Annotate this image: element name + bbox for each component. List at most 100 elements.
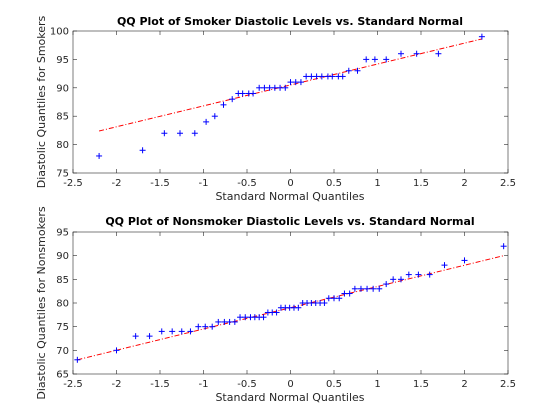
nonsmoker-data-point xyxy=(461,257,468,264)
smoker-data-points xyxy=(96,33,485,159)
smoker-x-tick-label: 2 xyxy=(461,178,467,189)
smoker-data-point xyxy=(292,79,299,86)
smoker-x-tick-label: -0.5 xyxy=(237,178,257,189)
nonsmoker-qq-panel: QQ Plot of Nonsmoker Diastolic Levels vs… xyxy=(35,206,516,404)
smoker-x-ticks: -2.5 -2 -1.5 -1 -0.5 0 0.5 1 1.5 2 2.5 xyxy=(63,31,516,189)
nonsmoker-y-tick-label: 90 xyxy=(56,251,69,262)
nonsmoker-y-tick-label: 70 xyxy=(56,346,69,357)
nonsmoker-data-point xyxy=(260,314,267,321)
smoker-axes-frame xyxy=(72,30,509,174)
nonsmoker-data-point xyxy=(405,271,412,278)
smoker-data-point xyxy=(363,56,370,63)
nonsmoker-data-point xyxy=(195,323,202,330)
smoker-data-point xyxy=(266,84,273,91)
smoker-x-tick-label: -2.5 xyxy=(63,178,83,189)
smoker-data-point xyxy=(191,130,198,137)
smoker-y-ticks: 75 80 85 90 95 100 xyxy=(50,27,508,180)
nonsmoker-x-tick-label: -2 xyxy=(112,379,122,390)
nonsmoker-axes-frame xyxy=(72,231,509,375)
nonsmoker-data-point xyxy=(357,285,364,292)
nonsmoker-x-axis-label: Standard Normal Quantiles xyxy=(215,391,364,404)
nonsmoker-y-axis-label: Diastolic Quantiles for Nonsmokers xyxy=(35,206,48,399)
nonsmoker-data-point xyxy=(397,276,404,283)
smoker-data-point xyxy=(339,73,346,80)
smoker-data-point xyxy=(161,130,168,137)
smoker-data-point xyxy=(478,33,485,40)
smoker-data-point xyxy=(96,152,103,159)
nonsmoker-data-point xyxy=(415,271,422,278)
smoker-data-point xyxy=(211,113,218,120)
nonsmoker-data-point xyxy=(237,314,244,321)
nonsmoker-data-point xyxy=(187,328,194,335)
smoker-data-point xyxy=(250,90,257,97)
smoker-x-axis-label: Standard Normal Quantiles xyxy=(215,190,364,203)
smoker-data-point xyxy=(139,147,146,154)
nonsmoker-data-point xyxy=(169,328,176,335)
smoker-data-point xyxy=(271,84,278,91)
smoker-data-point xyxy=(220,101,227,108)
nonsmoker-data-point xyxy=(325,295,332,302)
smoker-y-tick-label: 100 xyxy=(50,27,69,38)
smoker-data-point xyxy=(318,73,325,80)
nonsmoker-x-tick-label: 1 xyxy=(374,379,380,390)
nonsmoker-data-point xyxy=(331,295,337,302)
nonsmoker-data-point xyxy=(383,281,390,288)
smoker-data-point xyxy=(282,84,289,91)
smoker-y-tick-label: 75 xyxy=(56,169,69,180)
smoker-data-point xyxy=(435,50,442,57)
nonsmoker-x-tick-label: 2 xyxy=(461,379,467,390)
smoker-data-point xyxy=(297,79,304,86)
nonsmoker-x-tick-label: -0.5 xyxy=(237,379,257,390)
nonsmoker-data-point xyxy=(209,323,216,330)
nonsmoker-data-point xyxy=(74,356,81,363)
nonsmoker-x-tick-label: 0 xyxy=(287,379,293,390)
nonsmoker-data-point xyxy=(273,309,280,316)
smoker-x-tick-label: 2.5 xyxy=(500,178,516,189)
nonsmoker-y-tick-label: 85 xyxy=(56,275,69,286)
nonsmoker-data-point xyxy=(231,318,238,325)
smoker-data-point xyxy=(277,84,284,91)
nonsmoker-data-point xyxy=(364,285,371,292)
nonsmoker-x-tick-label: -1.5 xyxy=(150,379,170,390)
smoker-data-point xyxy=(345,67,352,74)
smoker-data-point xyxy=(303,73,310,80)
nonsmoker-x-tick-label: -2.5 xyxy=(63,379,83,390)
nonsmoker-data-point xyxy=(146,333,153,340)
nonsmoker-plot-title: QQ Plot of Nonsmoker Diastolic Levels vs… xyxy=(105,215,474,228)
smoker-data-point xyxy=(229,96,236,103)
smoker-x-tick-label: -1 xyxy=(199,178,209,189)
nonsmoker-data-point xyxy=(346,290,353,297)
smoker-x-tick-label: -2 xyxy=(112,178,122,189)
nonsmoker-y-tick-label: 75 xyxy=(56,322,69,333)
smoker-data-point xyxy=(371,56,378,63)
smoker-data-point xyxy=(256,84,263,91)
nonsmoker-reference-line xyxy=(77,255,504,361)
smoker-data-point xyxy=(177,130,184,137)
smoker-data-point xyxy=(354,67,361,74)
nonsmoker-data-point xyxy=(336,295,343,302)
smoker-data-point xyxy=(203,118,210,125)
smoker-data-point xyxy=(397,50,404,57)
smoker-qq-panel: QQ Plot of Smoker Diastolic Levels vs. S… xyxy=(35,15,516,203)
smoker-y-tick-label: 95 xyxy=(56,55,69,66)
nonsmoker-data-point xyxy=(215,318,222,325)
smoker-data-point xyxy=(313,73,320,80)
nonsmoker-data-point xyxy=(341,290,348,297)
nonsmoker-data-point xyxy=(351,285,358,292)
nonsmoker-y-tick-label: 80 xyxy=(56,299,69,310)
nonsmoker-data-point xyxy=(242,314,249,321)
nonsmoker-data-point xyxy=(321,300,328,306)
nonsmoker-data-point xyxy=(500,243,507,250)
nonsmoker-data-point xyxy=(376,285,383,292)
nonsmoker-data-point xyxy=(132,333,139,340)
nonsmoker-y-tick-label: 65 xyxy=(56,370,69,381)
nonsmoker-y-ticks: 65 70 75 80 85 90 95 xyxy=(56,228,508,381)
nonsmoker-data-point xyxy=(390,276,397,283)
smoker-data-point xyxy=(329,73,336,80)
smoker-data-point xyxy=(261,84,268,91)
nonsmoker-data-point xyxy=(178,328,185,335)
nonsmoker-data-point xyxy=(370,285,377,292)
smoker-data-point xyxy=(239,90,246,97)
nonsmoker-x-ticks: -2.5 -2 -1.5 -1 -0.5 0 0.5 1 1.5 2 2.5 xyxy=(63,232,516,390)
